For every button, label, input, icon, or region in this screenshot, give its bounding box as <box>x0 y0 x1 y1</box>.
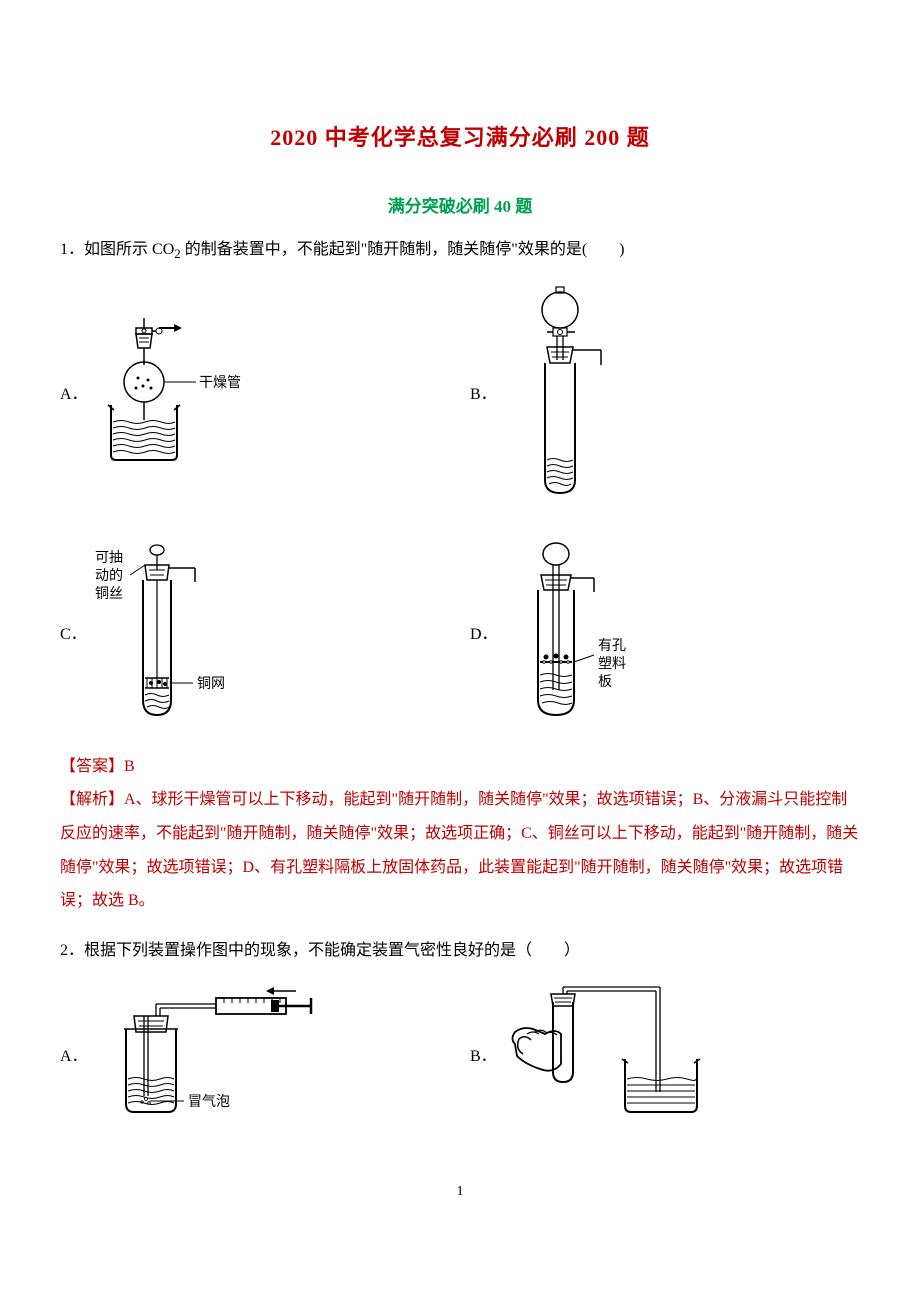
q2-option-b-group: B． <box>470 984 860 1124</box>
option-b-letter: B． <box>470 380 497 404</box>
q1-text-after: 的制备装置中，不能起到"随开随制，随关随停"效果的是( ) <box>181 241 625 258</box>
label-d2: 塑料 <box>598 656 626 672</box>
q2-option-b-letter: B． <box>470 1042 497 1066</box>
answer-1-analysis: 【解析】A、球形干燥管可以上下移动，能起到"随开随制，随关随停"效果；故选项错误… <box>60 783 860 917</box>
question-1: 1．如图所示 CO2 的制备装置中，不能起到"随开随制，随关随停"效果的是( ) <box>60 235 860 267</box>
q2-label-bubble: 冒气泡 <box>188 1094 230 1110</box>
label-c-left2: 动的 <box>95 568 123 584</box>
q1-text-before: 如图所示 CO <box>84 241 174 258</box>
q2-text: 根据下列装置操作图中的现象，不能确定装置气密性良好的是（ ） <box>84 942 580 959</box>
page-number: 1 <box>60 1184 860 1200</box>
q1-number: 1． <box>60 241 84 258</box>
q2-diagram-b <box>505 984 720 1124</box>
diagram-a: 干燥管 <box>96 310 271 475</box>
label-d3: 板 <box>598 674 612 690</box>
answer-1-heading: 【答案】B <box>60 750 860 784</box>
option-a-letter: A． <box>60 380 88 404</box>
option-a-group: A． <box>60 310 450 475</box>
option-row-2: C． 可抽 动的 铜丝 <box>60 540 860 725</box>
option-c-letter: C． <box>60 620 87 644</box>
option-row-1: A． <box>60 285 860 500</box>
main-title: 2020 中考化学总复习满分必刷 200 题 <box>60 120 860 152</box>
label-d1: 有孔 <box>598 638 626 654</box>
diagram-c: 可抽 动的 铜丝 <box>95 540 295 725</box>
q2-diagram-a: 冒气泡 <box>96 984 331 1124</box>
q2-option-row: A． <box>60 984 860 1124</box>
label-c-left3: 铜丝 <box>95 586 123 602</box>
q2-number: 2． <box>60 942 84 959</box>
label-c-left1: 可抽 <box>95 550 123 566</box>
q2-option-a-letter: A． <box>60 1042 88 1066</box>
diagram-b <box>505 285 625 500</box>
option-b-group: B． <box>470 285 860 500</box>
sub-title: 满分突破必刷 40 题 <box>60 192 860 217</box>
q2-option-a-group: A． <box>60 984 450 1124</box>
question-2: 2．根据下列装置操作图中的现象，不能确定装置气密性良好的是（ ） <box>60 936 860 966</box>
label-c-right: 铜网 <box>197 676 225 692</box>
answer-1: 【答案】B 【解析】A、球形干燥管可以上下移动，能起到"随开随制，随关随停"效果… <box>60 750 860 918</box>
option-c-group: C． 可抽 动的 铜丝 <box>60 540 450 725</box>
option-d-group: D． <box>470 540 860 725</box>
option-d-letter: D． <box>470 620 498 644</box>
diagram-d: 有孔 塑料 板 <box>506 540 681 725</box>
label-drying-tube: 干燥管 <box>199 375 241 391</box>
